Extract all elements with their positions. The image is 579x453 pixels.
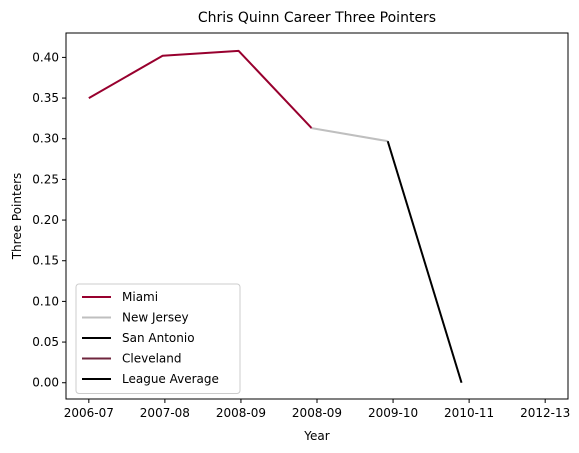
legend-box (75, 283, 241, 394)
axes: 0.00 0.05 0.10 0.15 0.20 0.25 0.30 0.35 0.40 2006… (32, 32, 570, 420)
y-tick-label: 0.30 (32, 132, 59, 146)
y-tick-label: 0.20 (32, 213, 59, 227)
y-tick-label: 0.00 (32, 376, 59, 390)
x-tick-label: 2008-09 (216, 406, 266, 420)
legend-entry-san-antonio: San Antonio (122, 331, 195, 345)
series-line-miami (88, 49, 313, 129)
x-tick-label: 2012-13 (520, 406, 570, 420)
x-axis-title: Year (303, 429, 329, 443)
legend-entry-cleveland: Cleveland (122, 352, 182, 366)
x-tick-label: 2006-07 (64, 406, 114, 420)
legend-entry-new-jersey: New Jersey (122, 311, 189, 325)
y-tick-label: 0.25 (32, 172, 59, 186)
series-line-san-antonio (386, 140, 463, 384)
x-tick-label: 2009-10 (368, 406, 418, 420)
y-tick-label: 0.15 (32, 254, 59, 268)
x-tick-label: 2007-08 (140, 406, 190, 420)
y-tick-label: 0.35 (32, 91, 59, 105)
legend-entry-league-average: League Average (122, 372, 219, 386)
series-line-new-jersey (311, 127, 388, 143)
series-lines (88, 49, 463, 384)
chart-title: Chris Quinn Career Three Pointers (198, 10, 436, 26)
y-axis-title: Three Pointers (10, 173, 24, 261)
y-tick-label: 0.05 (32, 335, 59, 349)
x-tick-label: 2010-11 (444, 406, 494, 420)
legend: Miami New Jersey San Antonio Cleveland Leagu… (75, 283, 241, 394)
y-tick-label: 0.10 (32, 294, 59, 308)
legend-entry-miami: Miami (122, 290, 158, 304)
x-tick-label: 2008-09 (292, 406, 342, 420)
y-tick-label: 0.40 (32, 50, 59, 64)
